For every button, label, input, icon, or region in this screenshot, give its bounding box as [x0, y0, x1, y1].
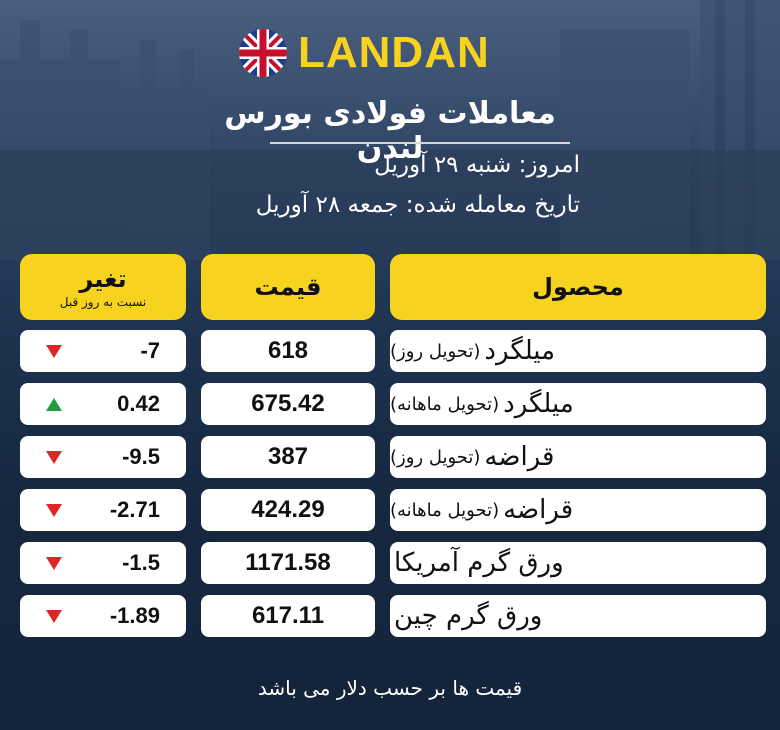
- header-change-sublabel: نسبت به روز قبل: [59, 295, 147, 309]
- change-value: -2.71: [109, 497, 160, 522]
- header-price-label: قیمت: [254, 273, 322, 301]
- footer-note: قیمت ها بر حسب دلار می باشد: [257, 676, 523, 700]
- header-change: تغیر نسبت به روز قبل: [20, 254, 186, 320]
- table-row-product: میلگرد (تحویل روز): [390, 330, 766, 372]
- uk-flag-icon: [239, 29, 287, 77]
- table-row-price: 675.42: [201, 383, 375, 425]
- title-divider: [270, 142, 570, 144]
- table-row-product: میلگرد (تحویل ماهانه): [390, 383, 766, 425]
- change-value: 0.42: [117, 391, 160, 416]
- table-row-change: -1.89: [20, 595, 186, 637]
- page-title: معاملات فولادی بورس لندن: [224, 96, 556, 166]
- header-product-label: محصول: [532, 273, 624, 301]
- table-row-product: ورق گرم آمریکا: [390, 542, 766, 584]
- header: LANDAN معاملات فولادی بورس لندن امروز: ش…: [0, 0, 780, 240]
- table-row-change: 0.42: [20, 383, 186, 425]
- product-detail: (تحویل روز): [390, 340, 481, 362]
- table-row-product: قراضه (تحویل ماهانه): [390, 489, 766, 531]
- london-skyline-background: [0, 0, 780, 260]
- table-row-price: 424.29: [201, 489, 375, 531]
- product-name: میلگرد: [503, 389, 574, 419]
- table-row-product: ورق گرم چین: [390, 595, 766, 637]
- today-date: امروز: شنبه ۲۹ آوریل: [374, 152, 580, 178]
- product-name: قراضه: [484, 442, 555, 472]
- change-value: -9.5: [122, 444, 160, 469]
- change-value: -1.5: [122, 550, 160, 575]
- trade-date: تاریخ معامله شده: جمعه ۲۸ آوریل: [255, 192, 580, 218]
- header-price: قیمت: [201, 254, 375, 320]
- table-row-change: -1.5: [20, 542, 186, 584]
- product-name: قراضه: [503, 495, 574, 525]
- table-row-product: قراضه (تحویل روز): [390, 436, 766, 478]
- header-change-label: تغیر: [79, 265, 127, 293]
- table-row-change: -7: [20, 330, 186, 372]
- product-detail: (تحویل ماهانه): [390, 393, 500, 415]
- arrow-down-icon: [46, 556, 62, 570]
- table-row-price: 1171.58: [201, 542, 375, 584]
- header-product: محصول: [390, 254, 766, 320]
- product-name: ورق گرم چین: [394, 601, 543, 631]
- product-detail: (تحویل روز): [390, 446, 481, 468]
- arrow-down-icon: [46, 344, 62, 358]
- product-detail: (تحویل ماهانه): [390, 499, 500, 521]
- table-row-change: -2.71: [20, 489, 186, 531]
- arrow-down-icon: [46, 503, 62, 517]
- table-row-price: 387: [201, 436, 375, 478]
- brand-name: LANDAN: [298, 28, 490, 77]
- table-row-price: 618: [201, 330, 375, 372]
- change-value: -1.89: [109, 603, 160, 628]
- brand: LANDAN: [238, 28, 490, 78]
- arrow-down-icon: [46, 609, 62, 623]
- arrow-down-icon: [46, 450, 62, 464]
- table-row-price: 617.11: [201, 595, 375, 637]
- product-name: میلگرد: [484, 336, 556, 366]
- table-row-change: -9.5: [20, 436, 186, 478]
- product-name: ورق گرم آمریکا: [394, 548, 564, 578]
- change-value: -7: [140, 338, 160, 363]
- arrow-up-icon: [46, 397, 62, 411]
